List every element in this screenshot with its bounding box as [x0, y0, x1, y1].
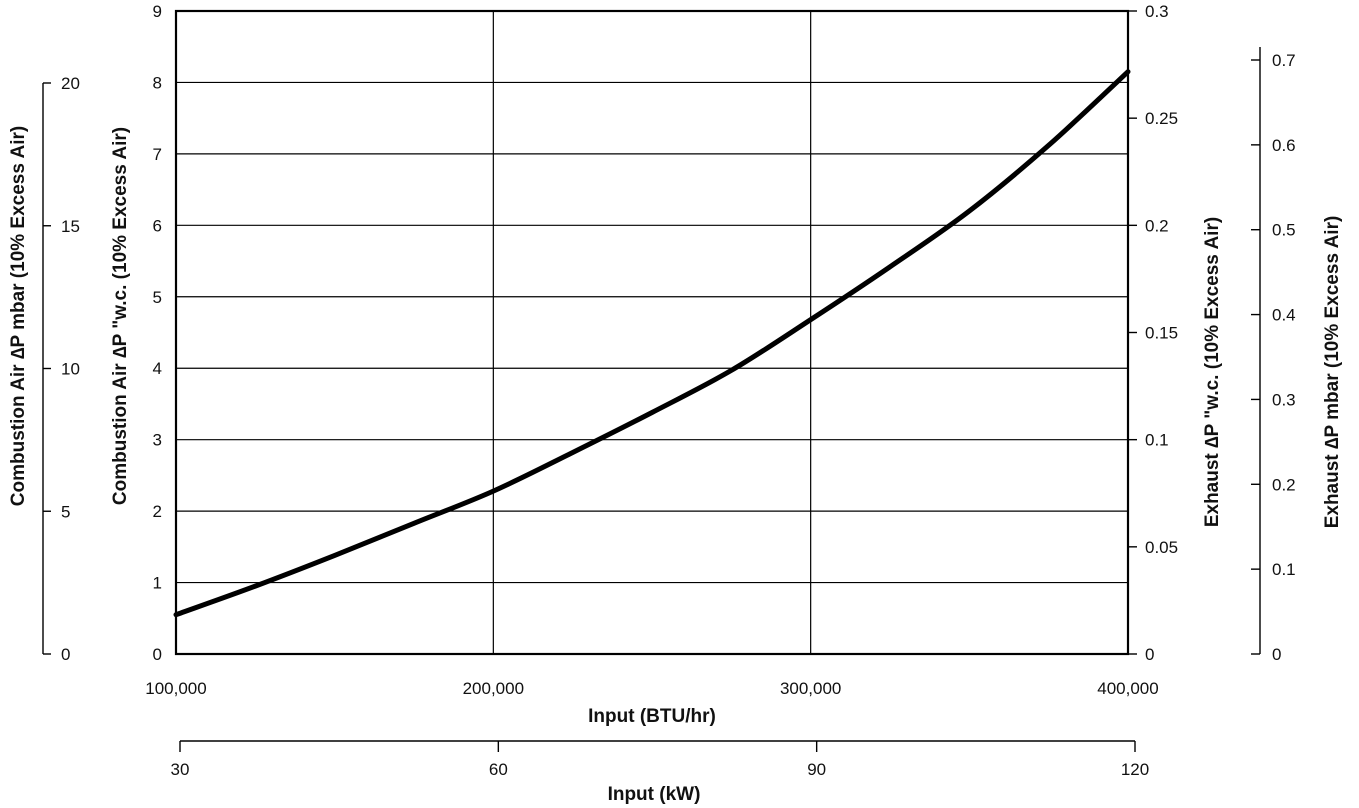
series-line — [173, 69, 1131, 618]
y-left-outer-tick-label: 0 — [61, 645, 70, 664]
x-secondary-tick-label: 30 — [171, 760, 190, 779]
y-right-outer-tick-label: 0.4 — [1272, 306, 1296, 325]
x-axis-title: Input (BTU/hr) — [588, 706, 716, 727]
x-tick-label: 400,000 — [1097, 679, 1158, 698]
right-axis: 0 0.05 0.1 0.15 0.2 0.25 0.3 — [1128, 2, 1178, 664]
x-secondary-axis-title: Input (kW) — [608, 784, 701, 805]
y-left-axis-title: Combustion Air ∆P "w.c. (10% Excess Air) — [110, 127, 131, 505]
y-right-outer-axis-title: Exhaust ∆P mbar (10% Excess Air) — [1322, 216, 1343, 529]
series-layer — [173, 69, 1131, 618]
y-right-tick-label: 0.3 — [1145, 2, 1169, 21]
y-right-outer-tick-label: 0.1 — [1272, 560, 1296, 579]
bottom-secondary-axis: 30 60 90 120 — [171, 740, 1149, 779]
y-left-outer-tick-label: 20 — [61, 74, 80, 93]
y-left-outer-tick-label: 5 — [61, 502, 70, 521]
right-outer-axis: 0 0.1 0.2 0.3 0.4 0.5 0.6 0.7 — [1251, 47, 1296, 664]
y-right-tick-label: 0.2 — [1145, 216, 1169, 235]
y-tick-label: 3 — [153, 431, 162, 450]
y-left-outer-tick-label: 10 — [61, 360, 80, 379]
y-right-outer-tick-label: 0.6 — [1272, 136, 1296, 155]
y-tick-label: 0 — [153, 645, 162, 664]
y-right-tick-label: 0.1 — [1145, 431, 1169, 450]
grid-lines — [176, 11, 1128, 654]
y-tick-label: 4 — [153, 359, 162, 378]
x-tick-label: 300,000 — [780, 679, 841, 698]
left-axis-ticks: 0 1 2 3 4 5 6 7 8 9 — [153, 2, 162, 664]
y-tick-label: 1 — [153, 574, 162, 593]
y-right-outer-tick-label: 0.3 — [1272, 390, 1296, 409]
y-tick-label: 9 — [153, 2, 162, 21]
y-right-outer-tick-label: 0 — [1272, 645, 1281, 664]
y-right-outer-tick-label: 0.5 — [1272, 221, 1296, 240]
y-right-tick-label: 0.25 — [1145, 109, 1178, 128]
y-tick-label: 6 — [153, 216, 162, 235]
x-secondary-tick-label: 60 — [489, 760, 508, 779]
y-right-outer-tick-label: 0.2 — [1272, 475, 1296, 494]
x-secondary-tick-label: 120 — [1121, 760, 1149, 779]
y-tick-label: 2 — [153, 502, 162, 521]
x-tick-label: 100,000 — [145, 679, 206, 698]
plot-area-frame — [174, 9, 1130, 656]
y-right-tick-label: 0 — [1145, 645, 1154, 664]
x-secondary-tick-label: 90 — [807, 760, 826, 779]
y-tick-label: 8 — [153, 73, 162, 92]
y-tick-label: 5 — [153, 288, 162, 307]
bottom-axis-ticks: 100,000 200,000 300,000 400,000 — [145, 679, 1158, 698]
y-tick-label: 7 — [153, 145, 162, 164]
y-right-tick-label: 0.15 — [1145, 324, 1178, 343]
y-right-outer-tick-label: 0.7 — [1272, 51, 1296, 70]
left-outer-axis: 0 5 10 15 20 — [42, 74, 80, 664]
y-right-tick-label: 0.05 — [1145, 538, 1178, 557]
y-right-axis-title: Exhaust ∆P "w.c. (10% Excess Air) — [1202, 217, 1223, 527]
y-left-outer-axis-title: Combustion Air ∆P mbar (10% Excess Air) — [8, 126, 29, 506]
x-tick-label: 200,000 — [463, 679, 524, 698]
y-left-outer-tick-label: 15 — [61, 217, 80, 236]
